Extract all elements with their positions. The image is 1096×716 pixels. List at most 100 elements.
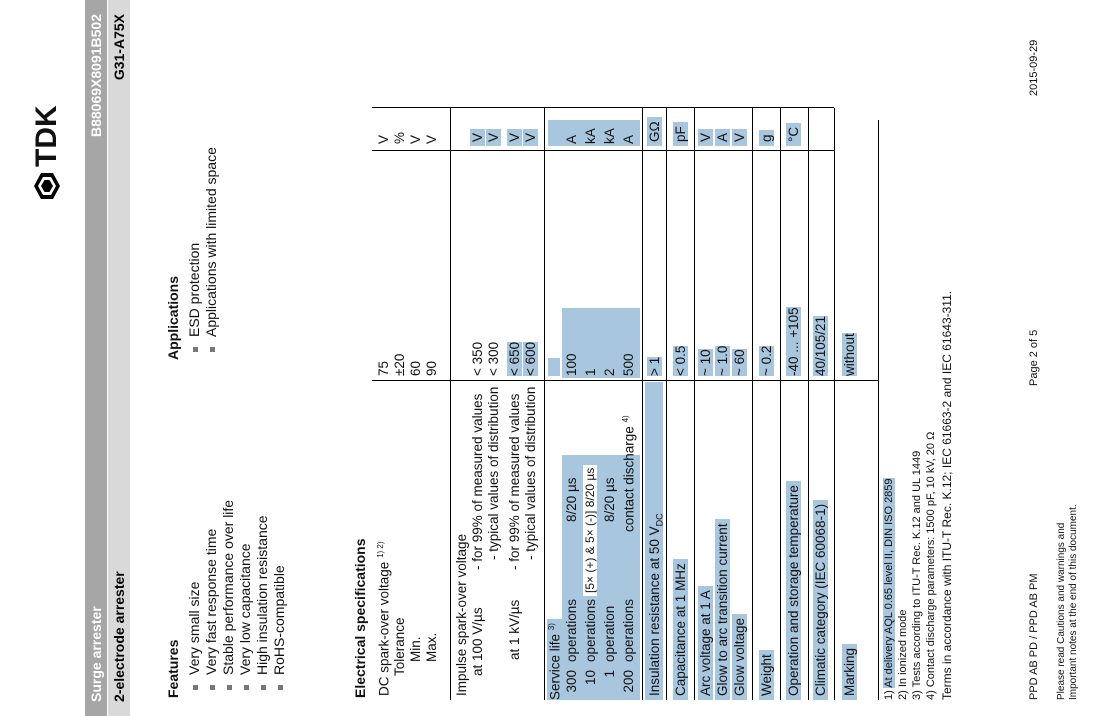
service-unit: A bbox=[564, 134, 579, 144]
dc-tolerance-value: ±20 bbox=[392, 353, 407, 376]
footer-page-number: Page 2 of 5 bbox=[1028, 329, 1040, 386]
row-separator bbox=[544, 108, 545, 700]
temperature-label: Operation and storage temperature bbox=[786, 481, 801, 700]
footnote: 3) Tests according to ITU-T Rec. K.12 an… bbox=[911, 450, 923, 700]
row-separator bbox=[834, 108, 835, 700]
footer-note: Important notes at the end of this docum… bbox=[1068, 504, 1079, 700]
capacitance-value: < 0.5 bbox=[673, 345, 688, 376]
impulse-row-label: - typical values of distribution bbox=[486, 386, 501, 560]
arc-voltage-label: Arc voltage at 1 A bbox=[698, 586, 713, 700]
features-title: Features bbox=[165, 639, 181, 698]
marking-value: without bbox=[842, 333, 857, 376]
glow-arc-label: Glow to arc transition current bbox=[715, 519, 730, 700]
impulse-row-label: - typical values of distribution bbox=[523, 386, 538, 560]
capacitance-label: Capacitance at 1 MHz bbox=[673, 559, 688, 700]
impulse-value: < 350 bbox=[470, 341, 485, 376]
service-unit: A bbox=[621, 134, 636, 144]
impulse-value: < 300 bbox=[486, 341, 501, 376]
footnote: 4) Contact discharge parameters: 1500 pF… bbox=[925, 431, 937, 700]
insulation-value: > 1 bbox=[647, 356, 662, 376]
product-code: B88069X8091B502 bbox=[88, 14, 104, 137]
service-wave: contact discharge 4) bbox=[621, 415, 637, 532]
application-item: Applications with limited space bbox=[203, 147, 219, 352]
insulation-label: Insulation resistance at 50 VDC bbox=[647, 513, 665, 696]
table-divider-unit bbox=[372, 150, 834, 151]
row-separator bbox=[666, 108, 667, 700]
marking-label: Marking bbox=[842, 643, 857, 700]
capacitance-unit: pF bbox=[673, 122, 688, 146]
feature-item: Stable performance over life bbox=[220, 500, 236, 690]
glow-arc-unit: A bbox=[715, 128, 730, 146]
service-count: 10 bbox=[583, 670, 598, 686]
weight-label: Weight bbox=[759, 650, 774, 700]
table-divider-value bbox=[372, 380, 878, 381]
service-wave: [5× (+) & 5× (-)] 8/20 µs bbox=[583, 464, 597, 596]
service-unit: kA bbox=[602, 128, 617, 144]
footer-date: 2015-09-29 bbox=[1028, 39, 1040, 96]
service-value: 100 bbox=[564, 353, 579, 376]
feature-item: Very low capacitance bbox=[237, 543, 253, 690]
footnote: 2) In ionized mode bbox=[897, 609, 909, 700]
glow-voltage-label: Glow voltage bbox=[732, 613, 747, 700]
temperature-value: -40 ... +105 bbox=[786, 307, 801, 376]
dc-min-unit: V bbox=[408, 134, 423, 144]
header-bar-type: 2-electrode arrester G31-A75X bbox=[108, 0, 130, 716]
impulse-unit: V bbox=[507, 128, 522, 146]
impulse-label: Impulse spark-over voltage bbox=[454, 533, 469, 696]
product-type: 2-electrode arrester bbox=[111, 571, 127, 702]
service-count: 300 bbox=[564, 670, 579, 693]
row-separator bbox=[694, 108, 695, 700]
footnote-separator bbox=[878, 120, 879, 700]
weight-value: ~ 0.2 bbox=[759, 345, 774, 376]
service-op: operation bbox=[602, 605, 617, 662]
header-bar-product: Surge arrester B88069X8091B502 bbox=[85, 0, 107, 716]
arc-voltage-unit: V bbox=[698, 128, 713, 146]
impulse-value: < 650 bbox=[507, 341, 522, 376]
glow-arc-value: ~ 1.0 bbox=[715, 345, 730, 376]
feature-item: High insulation resistance bbox=[254, 515, 270, 690]
row-separator bbox=[780, 108, 781, 700]
climatic-value: 40/105/21 bbox=[813, 315, 828, 376]
dc-value: 75 bbox=[376, 360, 391, 376]
dc-tolerance-label: Tolerance bbox=[392, 617, 407, 676]
service-wave: 8/20 µs bbox=[564, 477, 579, 522]
dc-tolerance-unit: % bbox=[392, 131, 407, 144]
service-count: 1 bbox=[602, 670, 617, 678]
service-wave: 8/20 µs bbox=[602, 477, 617, 522]
dc-min-label: Min. bbox=[408, 636, 423, 662]
impulse-row-label: - for 99% of measured values bbox=[507, 393, 522, 570]
service-unit: kA bbox=[583, 128, 598, 144]
dc-max-value: 90 bbox=[424, 360, 439, 376]
impulse-unit: V bbox=[486, 128, 501, 146]
arc-voltage-value: ~ 10 bbox=[698, 349, 713, 376]
footnote: 1) At delivery AQL 0.65 level II, DIN IS… bbox=[883, 478, 895, 700]
product-model: G31-A75X bbox=[111, 14, 127, 81]
table-divider-right bbox=[372, 107, 834, 108]
impulse-value: < 600 bbox=[523, 341, 538, 376]
feature-item: Very fast response time bbox=[203, 529, 219, 690]
electrical-title: Electrical specifications bbox=[352, 538, 368, 698]
footer-note: Please read Cautions and warnings and bbox=[1056, 522, 1067, 700]
row-separator bbox=[808, 108, 809, 700]
glow-voltage-unit: V bbox=[732, 128, 747, 146]
service-value: 500 bbox=[621, 353, 636, 376]
applications-title: Applications bbox=[165, 275, 181, 360]
row-separator bbox=[642, 108, 643, 700]
product-name: Surge arrester bbox=[88, 606, 104, 702]
service-value: 2 bbox=[602, 368, 617, 376]
dc-max-label: Max. bbox=[424, 632, 439, 662]
impulse-unit: V bbox=[523, 128, 538, 146]
service-value: 1 bbox=[583, 368, 598, 376]
tdk-logo: TDK bbox=[30, 105, 64, 201]
row-separator bbox=[752, 108, 753, 700]
dc-max-unit: V bbox=[424, 134, 439, 144]
feature-item: Very small size bbox=[186, 582, 202, 690]
tdk-logo-icon bbox=[34, 173, 60, 199]
dc-unit: V bbox=[376, 134, 391, 144]
feature-item: RoHS-compatible bbox=[271, 565, 287, 690]
service-op: operations bbox=[564, 598, 579, 662]
impulse-100-label: at 100 V/µs bbox=[470, 607, 485, 676]
weight-unit: g bbox=[759, 130, 774, 146]
temperature-unit: °C bbox=[786, 122, 801, 146]
